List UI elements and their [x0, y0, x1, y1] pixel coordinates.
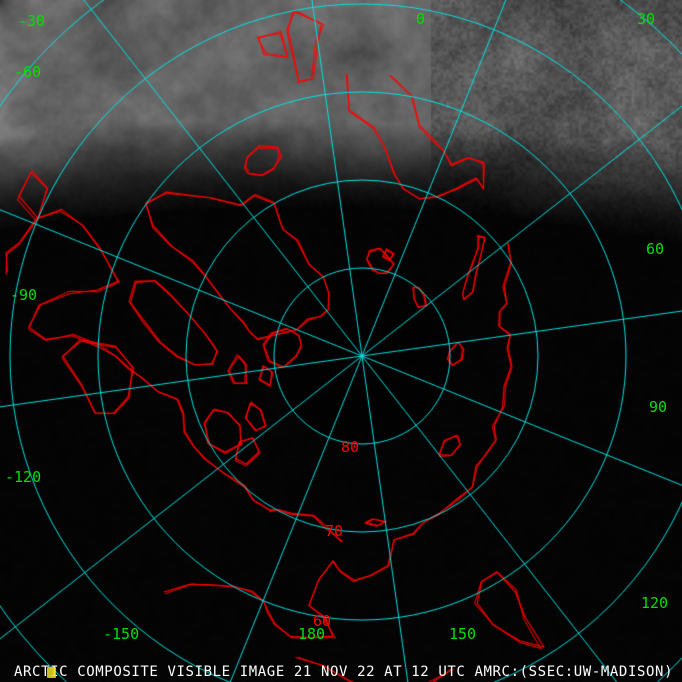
mouse-cursor-artifact — [47, 667, 56, 678]
image-caption: ARCTIC COMPOSITE VISIBLE IMAGE 21 NOV 22… — [14, 664, 674, 680]
